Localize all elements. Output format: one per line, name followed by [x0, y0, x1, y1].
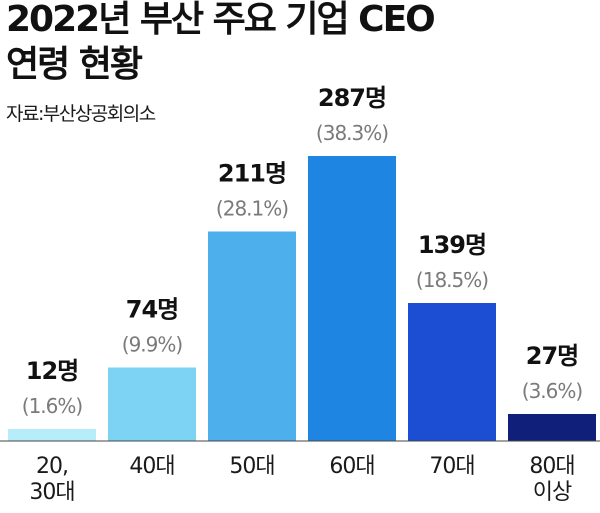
category-label-0-line-0: 20, — [36, 454, 68, 479]
bar-5 — [508, 414, 596, 441]
category-label-3: 60대 — [329, 454, 374, 479]
percent-label-2: (28.1%) — [216, 196, 288, 220]
chart-title-line-2: 연령 현황 — [6, 44, 143, 85]
value-label-4: 139명 — [418, 231, 486, 259]
percent-label-0: (1.6%) — [22, 394, 83, 418]
value-label-2: 211명 — [218, 159, 286, 187]
bar-0 — [8, 429, 96, 441]
bar-2 — [208, 231, 296, 441]
value-label-3: 287명 — [318, 84, 386, 112]
category-label-0-line-1: 30대 — [29, 480, 74, 505]
value-label-0: 12명 — [26, 357, 78, 385]
category-label-5-line-1: 이상 — [533, 480, 572, 505]
value-label-1: 74명 — [126, 296, 178, 324]
value-label-5: 27명 — [526, 342, 578, 370]
category-label-4: 70대 — [429, 454, 474, 479]
source-note: 자료:부산상공회의소 — [6, 103, 156, 125]
category-label-1: 40대 — [129, 454, 174, 479]
bar-3 — [308, 156, 396, 441]
bar-1 — [108, 367, 196, 441]
bar-4 — [408, 302, 496, 441]
category-label-2: 50대 — [229, 454, 274, 479]
category-label-5-line-0: 80대 — [529, 454, 574, 479]
percent-label-5: (3.6%) — [522, 379, 583, 403]
percent-label-4: (18.5%) — [416, 268, 488, 292]
chart-title-line-1: 2022년 부산 주요 기업 CEO — [6, 0, 436, 40]
percent-label-1: (9.9%) — [122, 333, 183, 357]
percent-label-3: (38.3%) — [316, 121, 388, 145]
